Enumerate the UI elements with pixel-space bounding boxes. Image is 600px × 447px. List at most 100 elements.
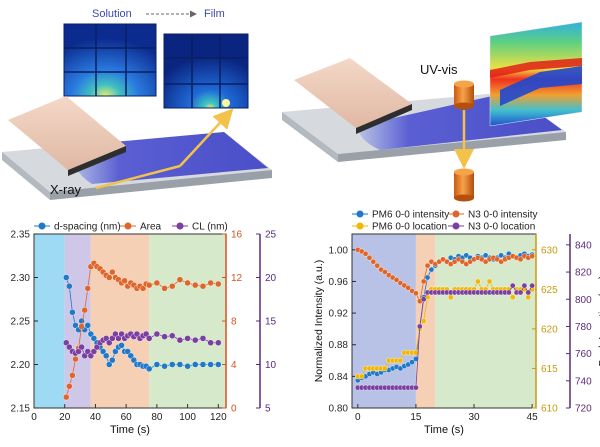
x-axis-label: Time (s) — [424, 424, 464, 436]
y-tick-label: 0.84 — [329, 372, 349, 383]
data-point — [118, 330, 125, 338]
data-point — [90, 348, 98, 355]
data-point — [161, 333, 168, 340]
data-point — [192, 281, 199, 289]
data-point — [184, 335, 191, 342]
data-point — [63, 339, 70, 346]
phase-region-0 — [352, 234, 416, 408]
uvvis-detector — [454, 168, 474, 202]
y-axis-label: Peak Location (nm) — [597, 275, 600, 366]
data-point — [362, 250, 369, 257]
y-tick-label: 2.25 — [11, 317, 31, 328]
y-tick-label: 12 — [231, 273, 243, 284]
substrate-side — [50, 170, 272, 200]
blade-side-r — [356, 104, 412, 134]
data-point — [413, 290, 419, 297]
x-tick-label: 0 — [355, 412, 361, 423]
data-point — [90, 335, 98, 342]
data-point — [428, 266, 435, 273]
y-tick-label: 15 — [265, 317, 277, 328]
data-point — [161, 363, 168, 370]
data-point — [176, 361, 184, 368]
data-point — [153, 279, 161, 287]
blade-side — [68, 146, 126, 176]
y-tick-label: 2.20 — [11, 360, 31, 371]
y-tick-label: 0.92 — [329, 309, 349, 320]
giwaxs-pattern-solution — [63, 23, 157, 97]
data-point — [374, 262, 380, 269]
y-tick-label: 840 — [575, 240, 592, 251]
data-point — [102, 352, 110, 359]
data-point — [517, 256, 524, 263]
data-point — [215, 361, 222, 368]
phase-region-3 — [149, 234, 226, 408]
y-tick-label: 720 — [575, 404, 592, 415]
y-tick-label: 760 — [575, 349, 592, 360]
data-point — [127, 352, 134, 359]
x-tick-label: 0 — [31, 412, 37, 423]
legend-swatch — [356, 210, 364, 218]
data-point — [118, 342, 125, 349]
legend-label: CL (nm) — [192, 222, 228, 233]
data-point — [84, 285, 91, 292]
data-point — [153, 361, 161, 368]
legend-swatch — [176, 222, 184, 230]
data-point — [133, 330, 141, 338]
x-tick-label: 60 — [121, 412, 133, 423]
y-tick-label: 615 — [541, 364, 558, 375]
blade-top-r — [294, 58, 412, 128]
y-tick-label: 2.15 — [11, 404, 31, 415]
data-point — [109, 268, 116, 276]
data-point — [192, 361, 199, 368]
x-tick-label: 30 — [468, 412, 480, 423]
y-tick-label: 610 — [541, 404, 558, 415]
data-point — [521, 282, 528, 289]
data-point — [475, 278, 481, 285]
data-point — [78, 343, 85, 351]
y-tick-label: 4 — [231, 360, 237, 371]
data-point — [413, 356, 419, 362]
data-point — [75, 348, 82, 355]
data-point — [72, 322, 79, 329]
x-tick-label: 20 — [59, 412, 71, 423]
phase-region-1 — [64, 234, 91, 408]
substrate-front — [2, 152, 50, 200]
data-point — [153, 330, 161, 338]
y-tick-label: 625 — [541, 285, 558, 296]
y-tick-label: 25 — [265, 230, 277, 241]
legend-label: N3 0-0 intensity — [468, 210, 537, 221]
data-point — [106, 274, 113, 281]
data-point — [420, 278, 427, 285]
data-point — [393, 277, 400, 283]
data-point — [199, 361, 207, 368]
data-point — [358, 373, 365, 380]
data-point — [145, 365, 153, 373]
data-point — [63, 393, 70, 401]
y-axis-label: Normalized Intensity (a.u.) — [313, 260, 325, 383]
data-point — [84, 322, 91, 329]
uvvis-label: UV-vis — [420, 62, 458, 77]
uvvis-source — [454, 80, 474, 110]
data-point — [81, 306, 88, 314]
x-tick-label: 80 — [151, 412, 163, 423]
chart-uvvis: 0 15 30 45 Time (s) 0.80 0.84 0.88 0.92 0.96 1.00 N… — [313, 210, 600, 437]
data-point — [366, 254, 373, 261]
data-point — [420, 318, 427, 324]
data-point — [529, 282, 535, 289]
data-point — [509, 282, 516, 289]
data-point — [130, 356, 138, 364]
data-point — [72, 355, 79, 363]
data-point — [87, 330, 95, 338]
data-point — [184, 279, 191, 287]
data-point — [145, 281, 153, 289]
data-point — [447, 294, 454, 301]
legend-label: Area — [140, 222, 162, 233]
phase-region-2 — [90, 234, 150, 408]
data-point — [424, 262, 431, 269]
data-point — [215, 339, 222, 346]
data-point — [207, 361, 214, 368]
y-tick-label: 2.35 — [11, 230, 31, 241]
data-point — [405, 284, 411, 291]
data-point — [93, 343, 101, 351]
